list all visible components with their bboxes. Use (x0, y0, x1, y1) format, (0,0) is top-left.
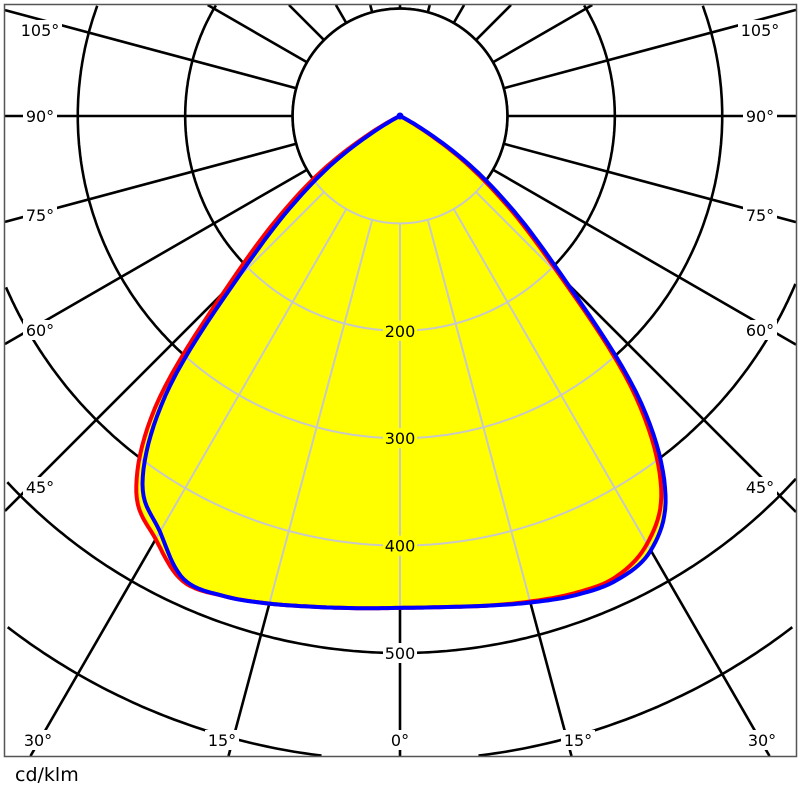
grid-ray-240 (207, 3, 308, 64)
angle-label-left-90-bg (23, 106, 57, 126)
angle-label-left-45: 45° (26, 478, 54, 497)
angle-label-right-15-bg (561, 730, 595, 750)
grid-ray-135 (475, 4, 512, 41)
radial-label-300-bg (383, 428, 417, 449)
grid-ray-60 (492, 168, 797, 346)
curves (134, 112, 668, 611)
angle-label-right-90: 90° (746, 107, 774, 126)
grid-circle-600 (6, 626, 794, 757)
angle-label-right-75: 75° (746, 206, 774, 225)
angle-label-right-15: 15° (564, 731, 592, 750)
angle-label-right-45-bg (743, 477, 777, 497)
radial-label-400: 400 (385, 537, 416, 556)
angle-label-right-90-bg (743, 106, 777, 126)
center-dot (396, 112, 404, 120)
angle-label-left-60: 60° (26, 321, 54, 340)
grid-ray-330-inner (136, 208, 348, 609)
angle-label-right-60-bg (743, 320, 777, 340)
plot-frame (3, 3, 798, 758)
grid-ray-300 (4, 168, 308, 346)
unit-label: cd/klm (15, 764, 79, 786)
angle-label-0: 0° (391, 731, 409, 750)
angle-label-left-15-bg (205, 730, 239, 750)
angle-label-left-30-bg (21, 730, 55, 750)
radial-label-200-bg (383, 320, 417, 341)
angle-label-left-60-bg (23, 320, 57, 340)
angle-label-left-75-bg (23, 205, 57, 225)
angle-label-right-105-bg (738, 20, 782, 40)
angle-label-right-30: 30° (748, 731, 776, 750)
angle-label-right-45: 45° (746, 478, 774, 497)
radial-label-500-bg (383, 643, 417, 663)
grid-ray-120 (492, 3, 593, 64)
angle-label-left-105: 105° (21, 21, 60, 40)
angle-label-left-105-bg (18, 20, 62, 40)
angle-label-right-60: 60° (746, 321, 774, 340)
angle-label-right-105: 105° (741, 21, 780, 40)
radial-label-300: 300 (385, 429, 416, 448)
grid-ray-15-inner (426, 219, 573, 609)
angle-label-left-45-bg (23, 477, 57, 497)
angle-label-right-30-bg (745, 730, 779, 750)
angle-label-left-75: 75° (26, 206, 54, 225)
angle-label-left-30: 30° (24, 731, 52, 750)
grid-ray-225 (288, 4, 325, 41)
grid-ray-30-inner (452, 208, 666, 609)
angle-label-right-75-bg (743, 205, 777, 225)
grid-ray-150 (452, 4, 466, 24)
radial-label-400-bg (383, 535, 417, 556)
series-curve-1 (140, 114, 668, 611)
radial-label-200: 200 (385, 322, 416, 341)
angle-label-left-90: 90° (26, 107, 54, 126)
grid-ray-345-inner (227, 219, 374, 609)
radial-label-500: 500 (385, 644, 416, 663)
grid-ray-210 (334, 4, 348, 24)
angle-label-0-bg (388, 730, 412, 750)
labels: 105° 90° 75° 60° 45° 30° 15° 105° 90° 75° 60° 45° 30… (18, 20, 782, 750)
angle-label-left-15: 15° (208, 731, 236, 750)
